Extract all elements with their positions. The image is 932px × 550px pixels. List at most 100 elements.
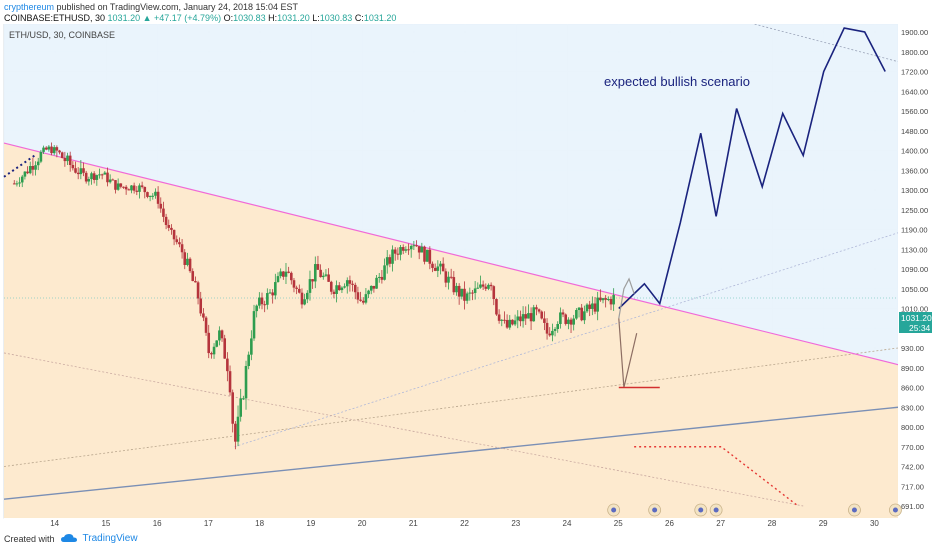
- candle-body: [244, 366, 248, 399]
- candle-body: [449, 276, 453, 278]
- candle-body: [455, 285, 458, 293]
- candle-body: [31, 165, 35, 170]
- candle-body: [369, 285, 373, 291]
- candle-body: [180, 244, 184, 253]
- candle-body: [529, 313, 533, 322]
- candle-body: [423, 246, 426, 262]
- candle-body: [559, 312, 562, 325]
- candle-body: [18, 182, 21, 184]
- candle-body: [447, 276, 450, 283]
- candle-body: [564, 314, 568, 324]
- candle-body: [337, 285, 341, 291]
- candle-body: [290, 272, 293, 281]
- candle-body: [279, 271, 282, 277]
- forecast-region: [4, 24, 898, 366]
- candle-body: [282, 271, 285, 277]
- candle-body: [263, 304, 266, 306]
- high-value: 1031.20: [277, 13, 310, 23]
- candle-body: [479, 284, 482, 288]
- x-tick-label: 29: [819, 519, 828, 528]
- candle-body: [396, 253, 400, 255]
- x-tick-label: 27: [716, 519, 725, 528]
- candle-body: [465, 293, 469, 301]
- candle-body: [50, 146, 53, 154]
- candle-body: [287, 271, 290, 273]
- candle-body: [417, 246, 421, 253]
- aux-trendline: [3, 406, 899, 500]
- candle-body: [58, 150, 61, 153]
- candle-body: [42, 147, 45, 152]
- y-tick-label: 800.00: [901, 423, 924, 432]
- candle-body: [436, 266, 440, 271]
- candle-body: [572, 318, 576, 325]
- candle-body: [300, 292, 304, 305]
- candle-body: [268, 292, 272, 294]
- blue-dotted-start: [3, 154, 36, 178]
- y-tick-label: 1560.00: [901, 107, 928, 116]
- candle-body: [242, 398, 245, 400]
- y-tick-label: 1300.00: [901, 186, 928, 195]
- candle-body: [439, 263, 442, 267]
- x-tick-label: 18: [255, 519, 264, 528]
- candle-body: [12, 183, 16, 185]
- event-flag-dot: [713, 507, 719, 513]
- candle-body: [108, 179, 112, 183]
- candle-body: [519, 316, 522, 322]
- candle-body: [473, 288, 477, 293]
- candle-body: [377, 276, 381, 278]
- candle-body: [74, 168, 77, 173]
- chart-area[interactable]: ETH/USD, 30, COINBASE expected bullish s…: [0, 24, 932, 528]
- y-tick-label: 830.00: [901, 403, 924, 412]
- candle-body: [313, 264, 317, 282]
- candle-body: [234, 423, 237, 442]
- candle-body: [505, 320, 509, 328]
- tradingview-brand[interactable]: TradingView: [82, 533, 138, 544]
- price-chart[interactable]: ETH/USD, 30, COINBASE expected bullish s…: [0, 24, 932, 528]
- candle-body: [196, 282, 200, 299]
- candle-body: [151, 195, 155, 197]
- x-axis-panel: [4, 518, 932, 528]
- candle-body: [497, 314, 501, 321]
- candle-body: [548, 333, 552, 336]
- candle-body: [132, 185, 136, 191]
- candle-body: [191, 271, 195, 282]
- candle-body: [409, 246, 413, 250]
- publish-info: published on TradingView.com, January 24…: [54, 2, 299, 12]
- candle-body: [239, 398, 242, 417]
- candle-body: [383, 265, 386, 280]
- author-link[interactable]: crypthereum: [4, 2, 55, 12]
- candle-body: [15, 183, 19, 185]
- candle-body: [199, 298, 203, 314]
- candle-body: [103, 172, 107, 175]
- candle-body: [308, 279, 312, 293]
- candle-body: [55, 147, 59, 151]
- candle-body: [471, 292, 474, 294]
- candle-body: [401, 247, 405, 251]
- open-value: 1030.83: [233, 13, 266, 23]
- candle-body: [588, 304, 591, 309]
- candle-body: [348, 280, 352, 284]
- candle-body: [428, 249, 432, 264]
- candle-body: [393, 249, 397, 254]
- candle-body: [580, 307, 583, 321]
- candle-body: [420, 246, 424, 253]
- candle-body: [545, 322, 549, 334]
- candle-body: [226, 358, 229, 372]
- candle-body: [92, 173, 96, 180]
- candle-body: [343, 286, 346, 288]
- x-axis: 14 15 16 17 18 19 20 21 22 23 24 25 26 27 28 29 30: [50, 519, 879, 528]
- candle-body: [596, 297, 599, 312]
- candle-body: [585, 304, 589, 312]
- candle-body: [284, 271, 288, 277]
- candle-body: [540, 311, 544, 319]
- candle-body: [175, 239, 179, 243]
- candle-body: [391, 249, 394, 264]
- candle-body: [119, 183, 123, 187]
- candle-body: [476, 287, 480, 289]
- y-tick-label: 1190.00: [901, 226, 928, 235]
- x-tick-label: 30: [870, 519, 879, 528]
- x-tick-label: 20: [358, 519, 367, 528]
- candle-body: [569, 319, 573, 325]
- last-price-label: 1031.20: [901, 313, 932, 323]
- x-tick-label: 16: [153, 519, 162, 528]
